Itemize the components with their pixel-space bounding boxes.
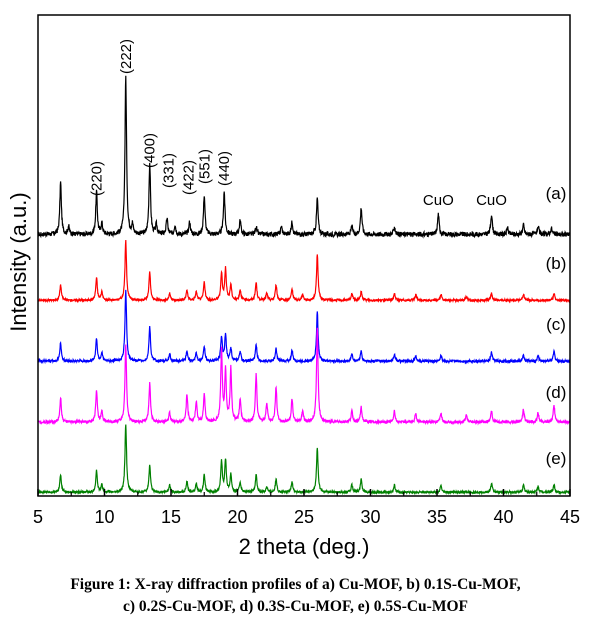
peak-label-cuo: CuO	[423, 192, 454, 209]
peak-label-400: (400)	[142, 133, 159, 168]
xrd-chart: (a)(b)(c)(d)(e) 5 10 15 20 25 30 35 40 45 (220)(…	[6, 14, 580, 559]
x-tick-label: 20	[227, 507, 247, 527]
series-line-b	[37, 239, 571, 304]
series-tag-b: (b)	[546, 254, 567, 273]
series-line-c	[37, 289, 571, 365]
x-tick-label: 35	[427, 507, 447, 527]
x-tick-label: 45	[560, 507, 580, 527]
peak-label-440: (440)	[216, 151, 233, 186]
x-tick-label: 25	[294, 507, 314, 527]
series-layer: (a) (b) (c) (d) (e)	[37, 75, 571, 496]
peak-label-422: (422)	[180, 160, 197, 195]
x-axis: 5 10 15 20 25 30 35 40 45	[33, 489, 580, 527]
peak-label-331: (331)	[160, 153, 177, 188]
series-line-a	[37, 75, 571, 239]
x-tick-label: 40	[493, 507, 513, 527]
caption-line-2: c) 0.2S-Cu-MOF, d) 0.3S-Cu-MOF, e) 0.5S-…	[122, 598, 468, 615]
peak-label-222: (222)	[118, 39, 135, 74]
caption-line-1: Figure 1: X-ray diffraction profiles of …	[70, 576, 521, 593]
series-line-d	[37, 327, 571, 426]
x-tick-label: 15	[161, 507, 181, 527]
series-tag-a: (a)	[546, 184, 567, 203]
label-layer: (220) (222) (400)(331) (422) (551) (440) CuO Cu…	[89, 39, 507, 209]
figure-caption: Figure 1: X-ray diffraction profiles of …	[0, 574, 591, 618]
x-tick-label: 5	[33, 507, 43, 527]
peak-label-220: (220)	[89, 161, 106, 196]
series-tag-c: (c)	[546, 315, 566, 334]
x-tick-label: 30	[360, 507, 380, 527]
plot-frame	[37, 14, 571, 497]
x-axis-title: 2 theta (deg.)	[239, 534, 370, 559]
peak-label-551: (551)	[196, 149, 213, 184]
series-line-e	[37, 424, 571, 496]
peak-label-cuo: CuO	[476, 192, 507, 209]
series-tag-d: (d)	[546, 383, 567, 402]
y-axis-title: Intensity (a.u.)	[6, 192, 31, 331]
x-tick-label: 10	[94, 507, 114, 527]
series-tag-e: (e)	[546, 449, 567, 468]
